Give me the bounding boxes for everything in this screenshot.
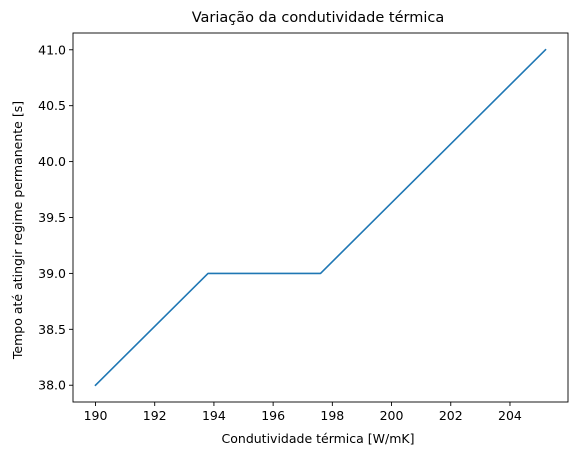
y-tick-label: 38.0	[38, 378, 66, 393]
y-tick-label: 40.0	[38, 154, 66, 169]
y-axis-label: Tempo até atingir regime permanente [s]	[10, 101, 25, 360]
plot-area	[72, 32, 569, 403]
y-axis: 38.0 38.5 39.0 39.5 40.0 40.5 41.0	[38, 42, 73, 393]
y-tick-label: 39.0	[38, 266, 66, 281]
y-tick-label: 39.5	[38, 210, 66, 225]
x-tick-label: 190	[84, 408, 108, 423]
y-tick-label: 40.5	[38, 98, 66, 113]
series-line-0	[94, 48, 547, 387]
x-tick-label: 202	[439, 408, 463, 423]
x-tick-label: 196	[261, 408, 285, 423]
x-tick-label: 198	[320, 408, 344, 423]
x-axis: 190 192 194 196 198 200 202 204	[84, 402, 522, 423]
x-tick-label: 192	[143, 408, 167, 423]
y-tick-label: 38.5	[38, 322, 66, 337]
plot-frame	[72, 32, 569, 403]
chart-title: Variação da condutividade térmica	[192, 10, 445, 26]
x-tick-label: 200	[380, 408, 404, 423]
y-tick-label: 41.0	[38, 42, 66, 57]
x-axis-label: Condutividade térmica [W/mK]	[222, 431, 415, 446]
x-tick-label: 204	[498, 408, 522, 423]
x-tick-label: 194	[202, 408, 226, 423]
